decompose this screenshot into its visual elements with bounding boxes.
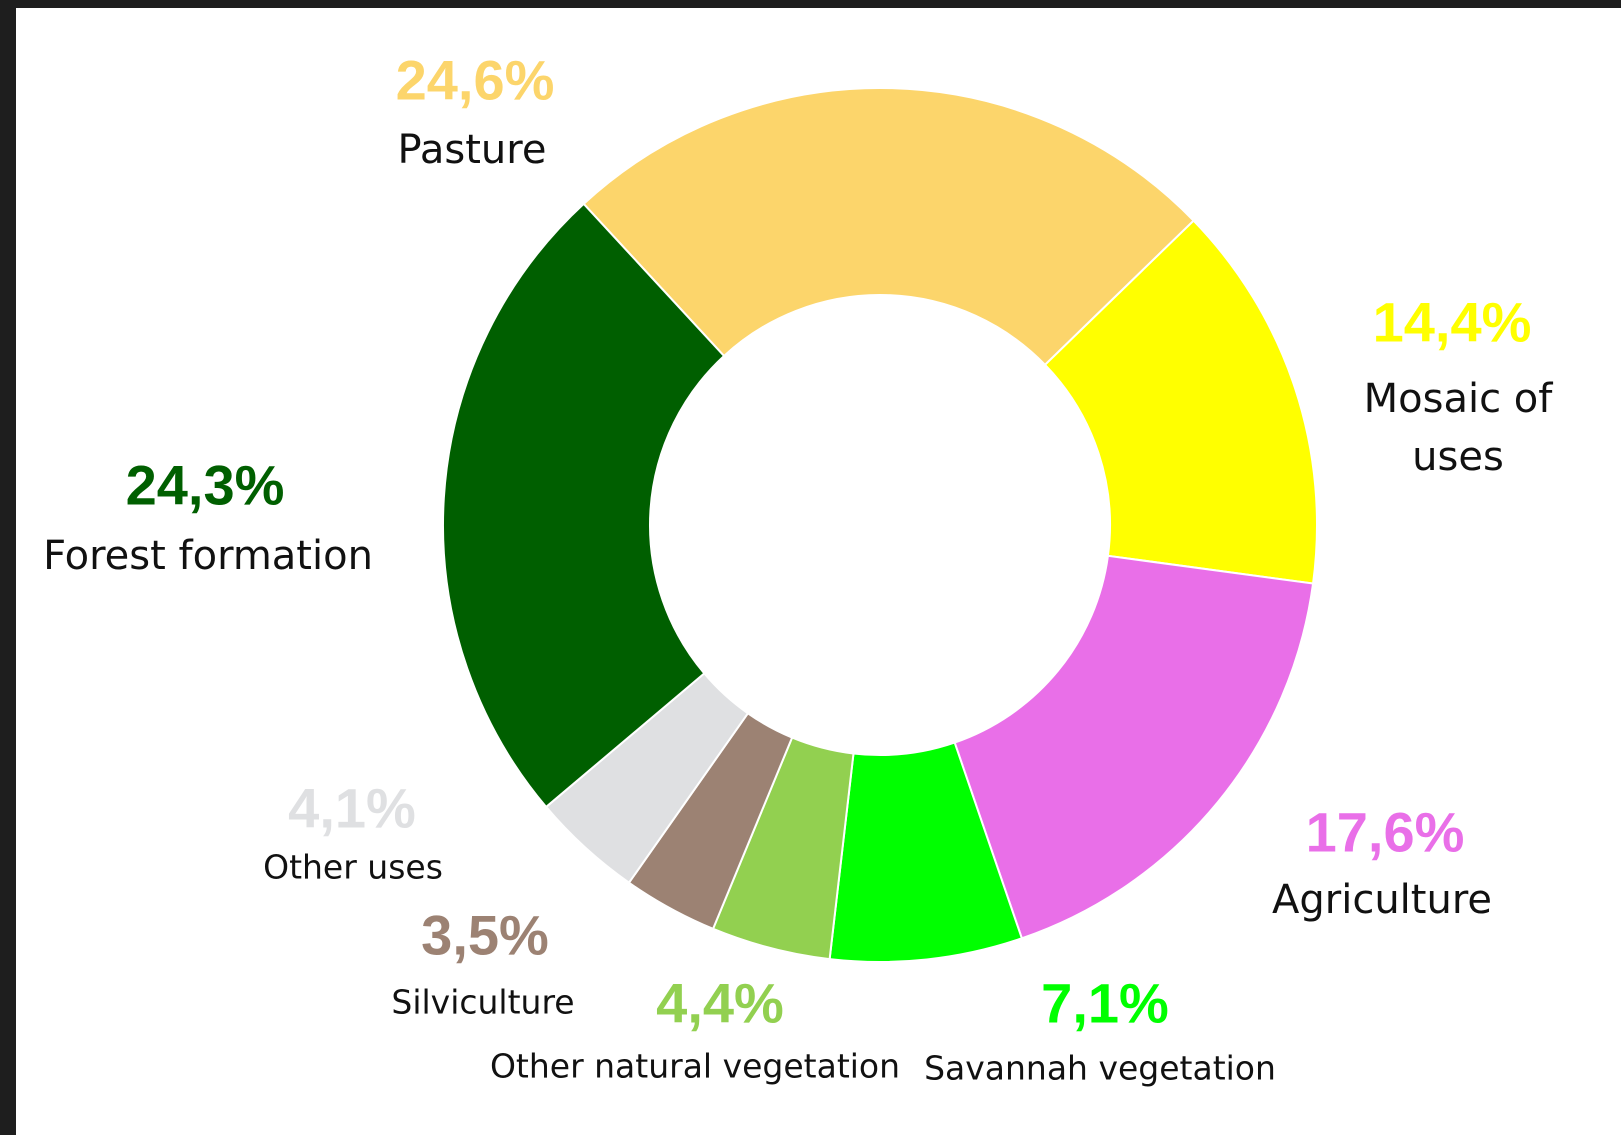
value-label: 3,5%: [421, 903, 549, 967]
category-label: Silviculture: [391, 982, 575, 1022]
donut-slice: [1043, 219, 1318, 585]
donut-slice: [953, 554, 1315, 940]
value-label: 4,4%: [656, 971, 784, 1035]
value-label: 4,1%: [288, 776, 416, 840]
category-label: Pasture: [397, 127, 547, 173]
value-label: 14,4%: [1372, 290, 1532, 354]
category-label: Other natural vegetation: [489, 1046, 901, 1086]
category-label: Agriculture: [1272, 877, 1492, 923]
value-label: 24,6%: [395, 48, 555, 112]
donut-slice: [442, 202, 726, 809]
value-label: 17,6%: [1305, 800, 1465, 864]
category-label: Savannah vegetation: [924, 1048, 1276, 1088]
category-label: Other uses: [263, 847, 443, 887]
category-label: Forest formation: [43, 533, 373, 579]
value-label: 24,3%: [125, 453, 285, 517]
donut-slice: [582, 87, 1196, 367]
value-label: 7,1%: [1041, 971, 1169, 1035]
category-label: Mosaic of uses: [1363, 376, 1553, 480]
